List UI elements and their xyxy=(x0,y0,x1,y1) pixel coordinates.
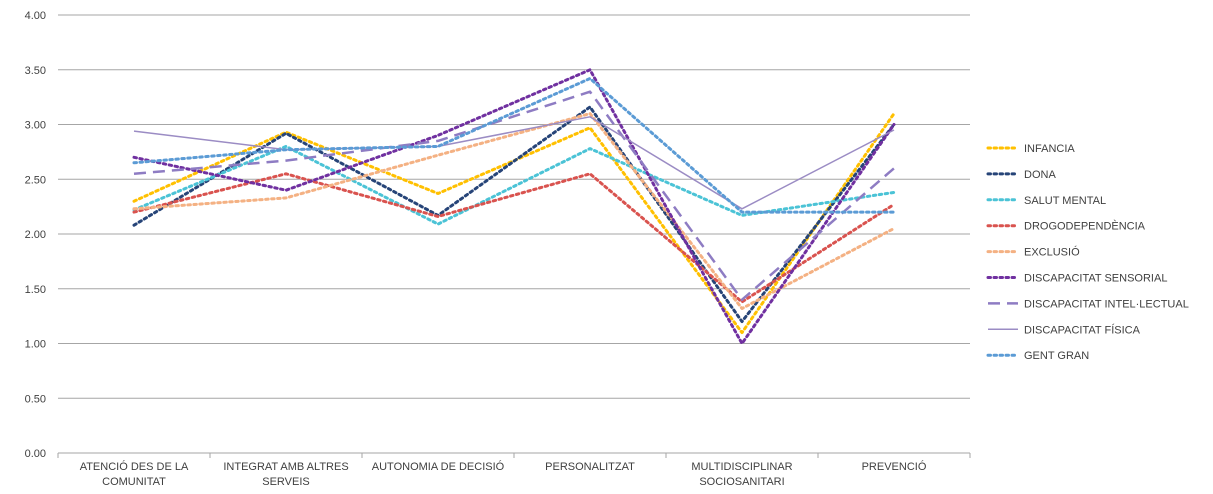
x-category-label: PREVENCIÓ xyxy=(862,460,927,473)
series-line xyxy=(132,172,896,304)
legend-label: DISCAPACITAT INTEL·LECTUAL xyxy=(1024,298,1189,310)
y-tick-label: 1.50 xyxy=(25,284,46,296)
series-line xyxy=(132,112,896,310)
x-category-label: AUTONOMIA DE DECISIÓ xyxy=(372,460,505,473)
x-category-label: MULTIDISCIPLINAR xyxy=(691,461,792,473)
x-category-label: COMUNITAT xyxy=(102,476,166,488)
y-tick-label: 2.00 xyxy=(25,229,46,241)
series-lines xyxy=(132,68,896,345)
x-axis-category-labels: ATENCIÓ DES DE LA COMUNITAT INTEGRAT AMB A… xyxy=(80,460,927,488)
y-tick-label: 3.00 xyxy=(25,120,46,132)
series-line xyxy=(132,68,896,345)
y-tick-label: 4.00 xyxy=(25,10,46,22)
series-line xyxy=(133,116,895,210)
series-line xyxy=(132,112,896,335)
legend-label: GENT GRAN xyxy=(1024,350,1089,362)
x-category-label: INTEGRAT AMB ALTRES xyxy=(223,461,348,473)
x-category-label: PERSONALITZAT xyxy=(545,461,635,473)
legend-label: DISCAPACITAT SENSORIAL xyxy=(1024,273,1167,285)
legend-label: EXCLUSIÓ xyxy=(1024,246,1080,259)
y-tick-label: 0.00 xyxy=(25,448,46,460)
legend-label: DISCAPACITAT FÍSICA xyxy=(1024,323,1141,336)
x-category-label: SOCIOSANITARI xyxy=(699,476,784,488)
legend-label: SALUT MENTAL xyxy=(1024,195,1106,207)
series-line xyxy=(132,105,896,324)
series-line xyxy=(133,90,895,301)
legend: INFANCIA DONA SALUT MENTAL DROGODEPENDÈNCIA… xyxy=(986,143,1189,362)
legend-label: INFANCIA xyxy=(1024,143,1075,155)
x-category-label: ATENCIÓ DES DE LA xyxy=(80,460,189,473)
y-axis-tick-labels: 0.00 0.50 1.00 1.50 2.00 2.50 3.00 3.50 4.00 xyxy=(25,10,46,460)
y-tick-label: 2.50 xyxy=(25,174,46,186)
gridlines xyxy=(57,14,971,458)
y-tick-label: 1.00 xyxy=(25,339,46,351)
y-tick-label: 0.50 xyxy=(25,393,46,405)
series-line xyxy=(132,77,896,214)
legend-label: DROGODEPENDÈNCIA xyxy=(1024,220,1146,233)
y-tick-label: 3.50 xyxy=(25,65,46,77)
legend-label: DONA xyxy=(1024,169,1056,181)
x-category-label: SERVEIS xyxy=(262,476,310,488)
